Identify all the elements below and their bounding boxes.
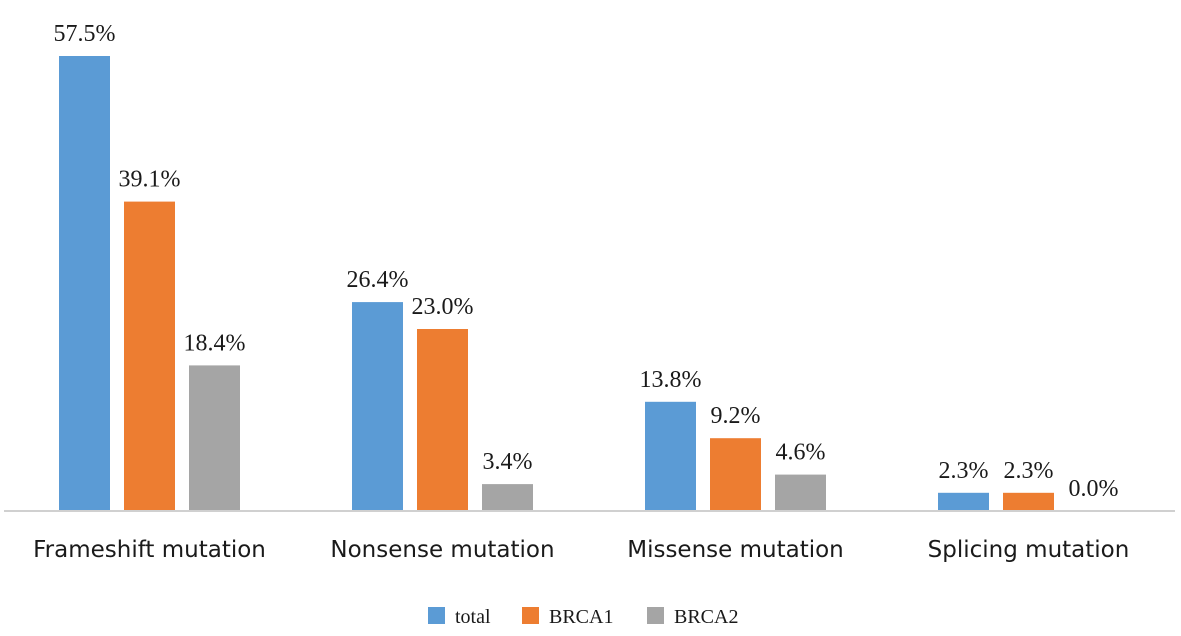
value-label-brca1-3: 9.2%	[711, 403, 761, 429]
legend-label-brca2: BRCA2	[674, 606, 738, 628]
category-label-1: Frameshift mutation	[33, 537, 266, 563]
value-label-brca1-4: 2.3%	[1004, 458, 1054, 484]
value-label-total-4: 2.3%	[939, 458, 989, 484]
value-labels-group: 57.5% 39.1% 18.4% 26.4%23.0% 3.4% 13.8% 9.2% 4.…	[54, 21, 1119, 502]
value-label-brca2-3: 4.6%	[776, 440, 826, 466]
category-labels-group: Frameshift mutation Nonsense mutation Miss…	[33, 537, 1129, 563]
legend-swatch-brca1	[522, 607, 539, 624]
bar-total-1	[59, 56, 110, 511]
value-label-brca2-4: 0.0%	[1069, 476, 1119, 502]
legend: total BRCA1 BRCA2	[428, 606, 738, 628]
value-label-total-3: 13.8%	[640, 367, 702, 393]
value-label-total-1: 57.5%	[54, 21, 116, 47]
category-label-2: Nonsense mutation	[330, 537, 554, 563]
value-label-brca1-1: 39.1%	[119, 167, 181, 193]
bars-group	[59, 56, 1054, 511]
value-label-brca2-2: 3.4%	[483, 449, 533, 475]
legend-swatch-total	[428, 607, 445, 624]
legend-swatch-brca2	[647, 607, 664, 624]
bar-brca2-2	[482, 484, 533, 511]
value-label-total-2: 26.4%	[347, 267, 409, 293]
value-label-brca1-2: 23.0%	[412, 294, 474, 320]
category-label-3: Missense mutation	[627, 537, 844, 563]
bar-brca1-4	[1003, 492, 1054, 511]
legend-label-brca1: BRCA1	[549, 606, 613, 628]
bar-brca1-3	[710, 438, 761, 511]
bar-brca2-3	[775, 474, 826, 511]
legend-label-total: total	[455, 606, 491, 628]
bar-brca1-1	[124, 201, 175, 511]
bar-brca2-1	[189, 365, 240, 511]
bar-total-2	[352, 302, 403, 511]
value-label-brca2-1: 18.4%	[184, 330, 246, 356]
bar-total-3	[645, 401, 696, 511]
bar-brca1-2	[417, 329, 468, 511]
category-label-4: Splicing mutation	[928, 537, 1130, 563]
bar-total-4	[938, 492, 989, 511]
